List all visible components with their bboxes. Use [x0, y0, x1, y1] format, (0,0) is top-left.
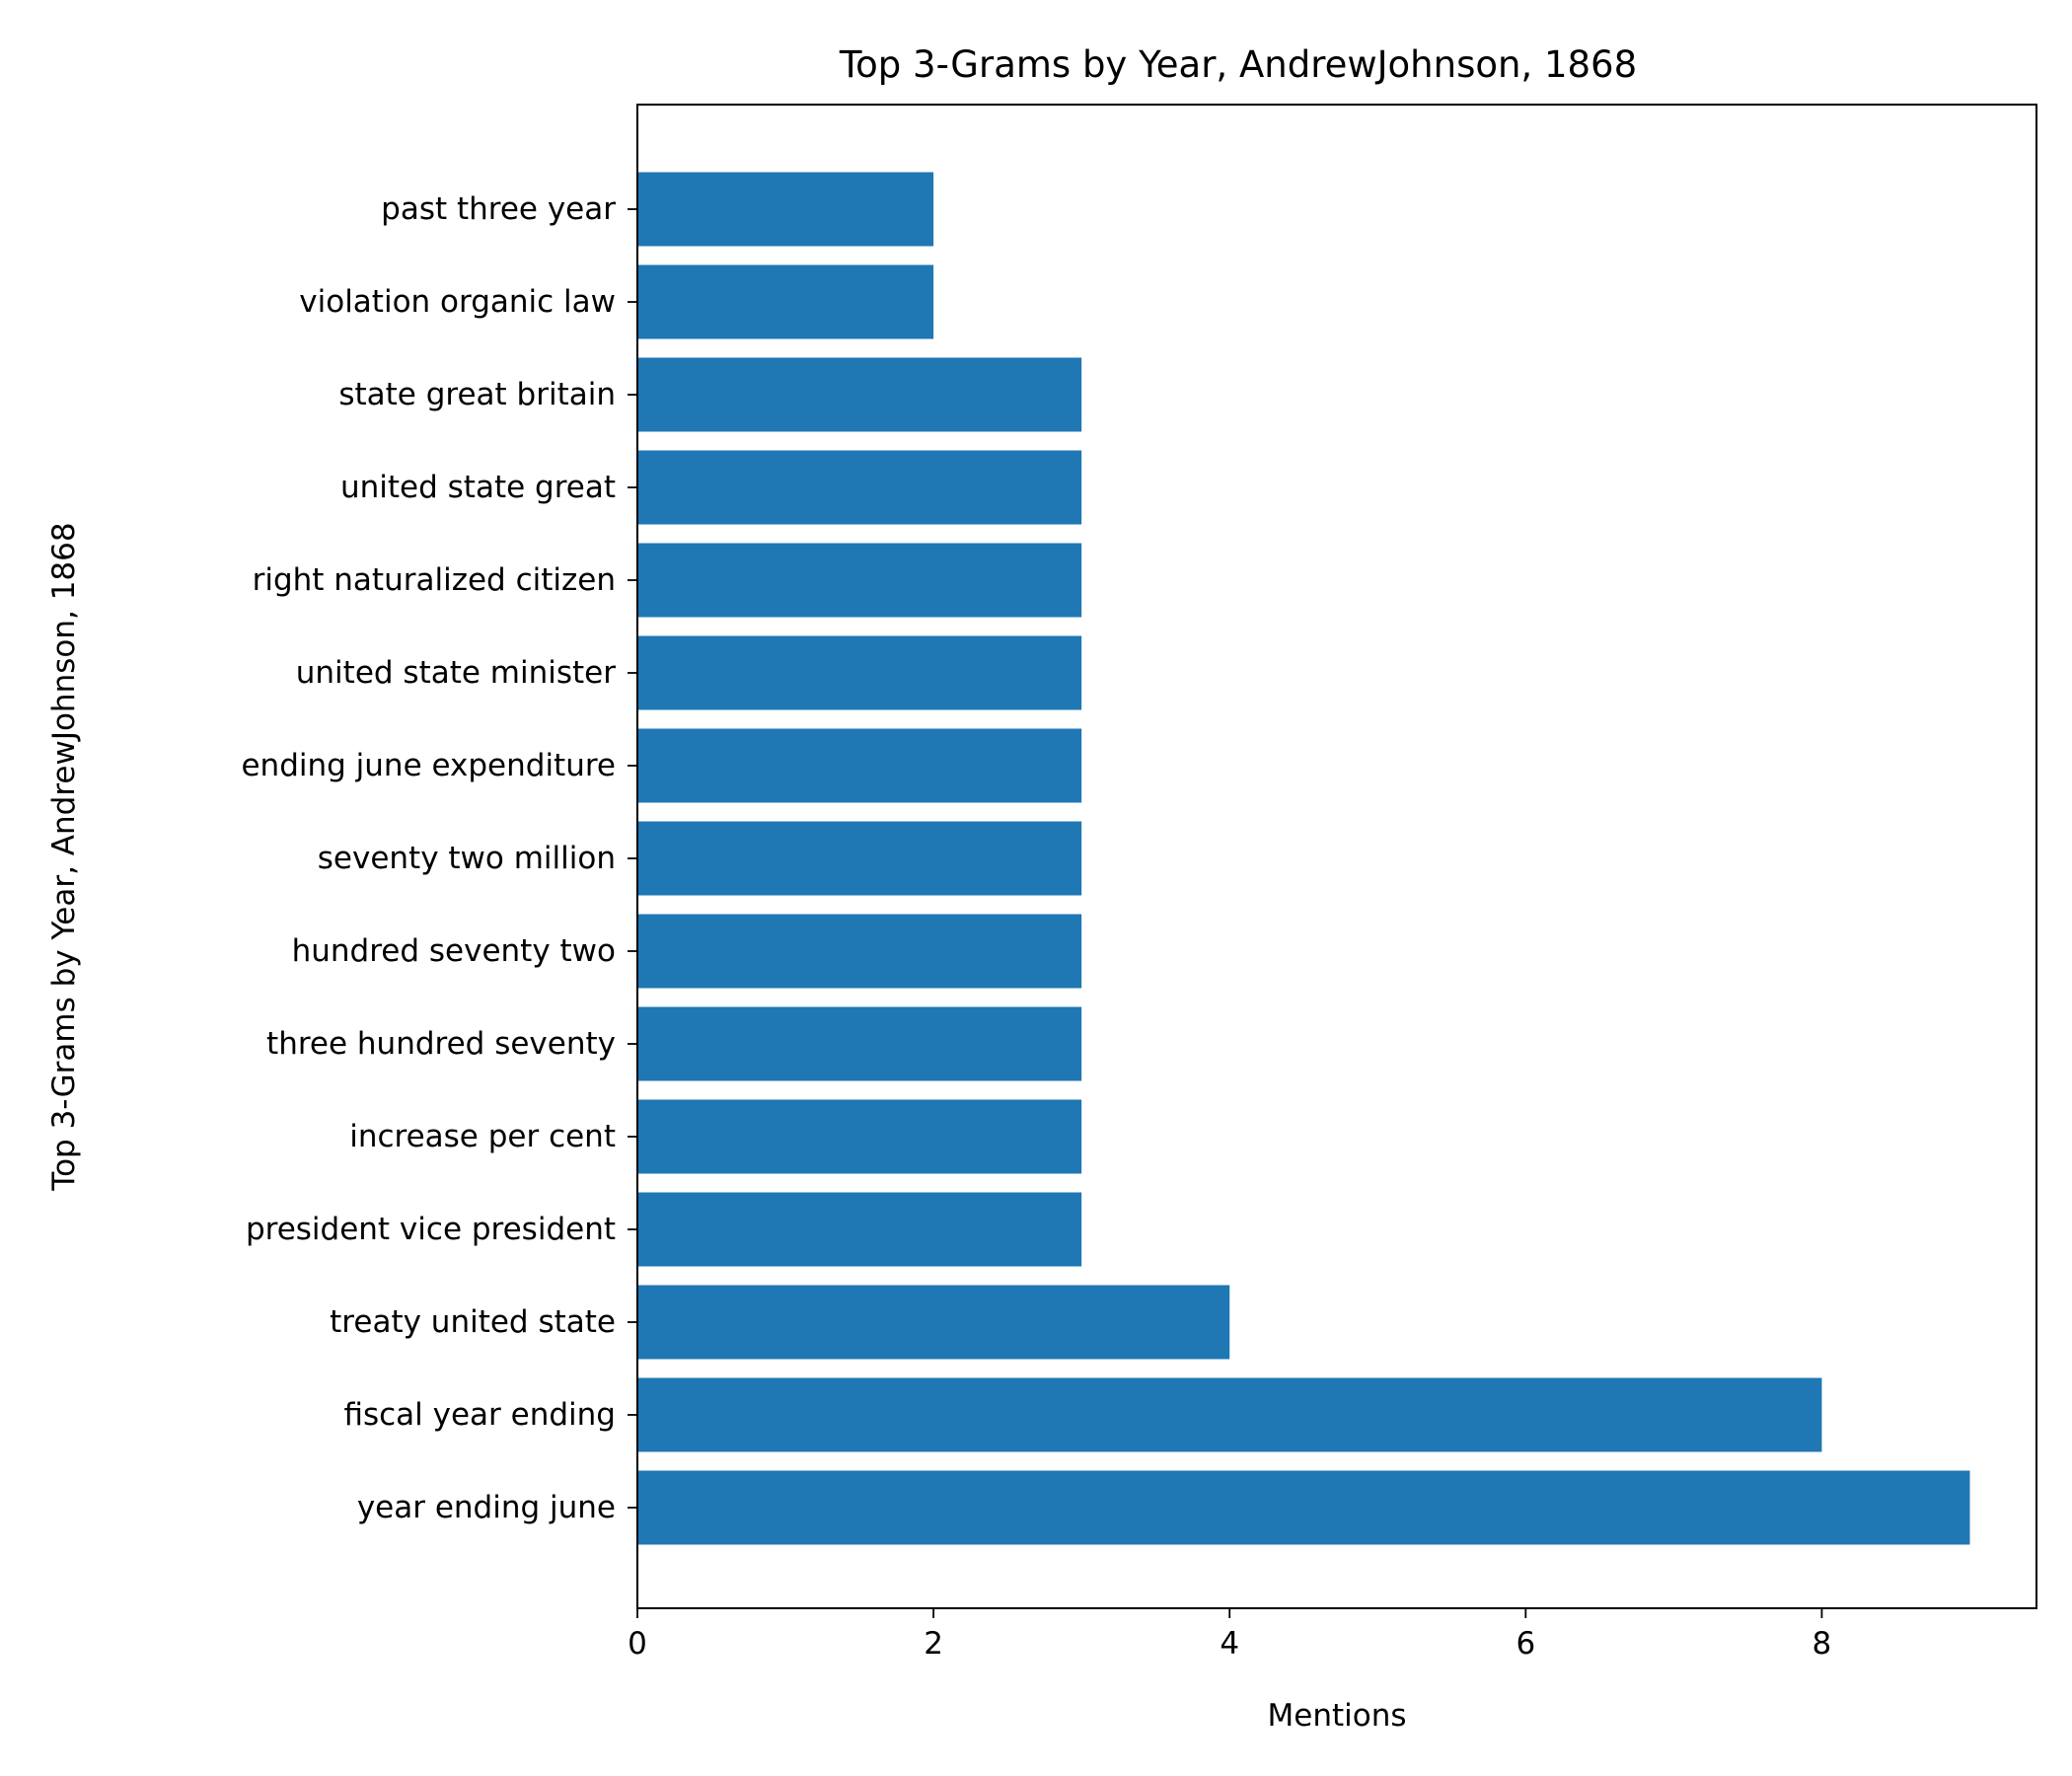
bar: [637, 728, 1082, 803]
bar: [637, 1099, 1082, 1174]
bar: [637, 1192, 1082, 1267]
bar: [637, 264, 934, 339]
bar: [637, 914, 1082, 989]
y-tick-label: violation organic law: [299, 284, 616, 320]
bar: [637, 1006, 1082, 1081]
y-tick-label: year ending june: [357, 1490, 616, 1525]
bar: [637, 821, 1082, 896]
y-tick-label: state great britain: [338, 377, 616, 412]
y-tick-label: treaty united state: [330, 1304, 616, 1340]
y-axis-ticks: year ending june fiscal year ending treaty…: [241, 191, 637, 1525]
bar: [637, 1285, 1230, 1360]
y-tick-label: united state great: [340, 470, 616, 505]
x-tick-label: 2: [924, 1626, 943, 1662]
x-axis-ticks: 0 2 4 6 8: [628, 1608, 1831, 1662]
x-tick-label: 0: [628, 1626, 647, 1662]
bar: [637, 1377, 1822, 1452]
y-tick-label: seventy two million: [318, 841, 616, 876]
bars-group: [637, 172, 1970, 1545]
plot-frame: [636, 104, 2037, 1609]
bar: [637, 172, 934, 247]
y-tick-label: president vice president: [246, 1212, 616, 1247]
bar: [637, 1470, 1970, 1545]
y-tick-label: past three year: [381, 191, 616, 227]
y-axis-label: Top 3-Grams by Year, AndrewJohnson, 1868: [46, 522, 82, 1191]
x-tick-label: 8: [1813, 1626, 1832, 1662]
y-tick-label: increase per cent: [349, 1119, 616, 1154]
bar: [637, 450, 1082, 525]
bar: [637, 635, 1082, 710]
y-tick-label: united state minister: [296, 655, 616, 691]
y-tick-label: hundred seventy two: [292, 933, 616, 969]
y-tick-label: right naturalized citizen: [253, 562, 616, 598]
y-tick-label: fiscal year ending: [343, 1397, 616, 1433]
chart-title: Top 3-Grams by Year, AndrewJohnson, 1868: [839, 43, 1637, 86]
y-tick-label: three hundred seventy: [266, 1026, 616, 1062]
bar: [637, 543, 1082, 618]
y-tick-label: ending june expenditure: [241, 748, 616, 783]
x-tick-label: 4: [1220, 1626, 1239, 1662]
x-tick-label: 6: [1516, 1626, 1535, 1662]
x-axis-label: Mentions: [1268, 1698, 1407, 1734]
bar: [637, 357, 1082, 432]
